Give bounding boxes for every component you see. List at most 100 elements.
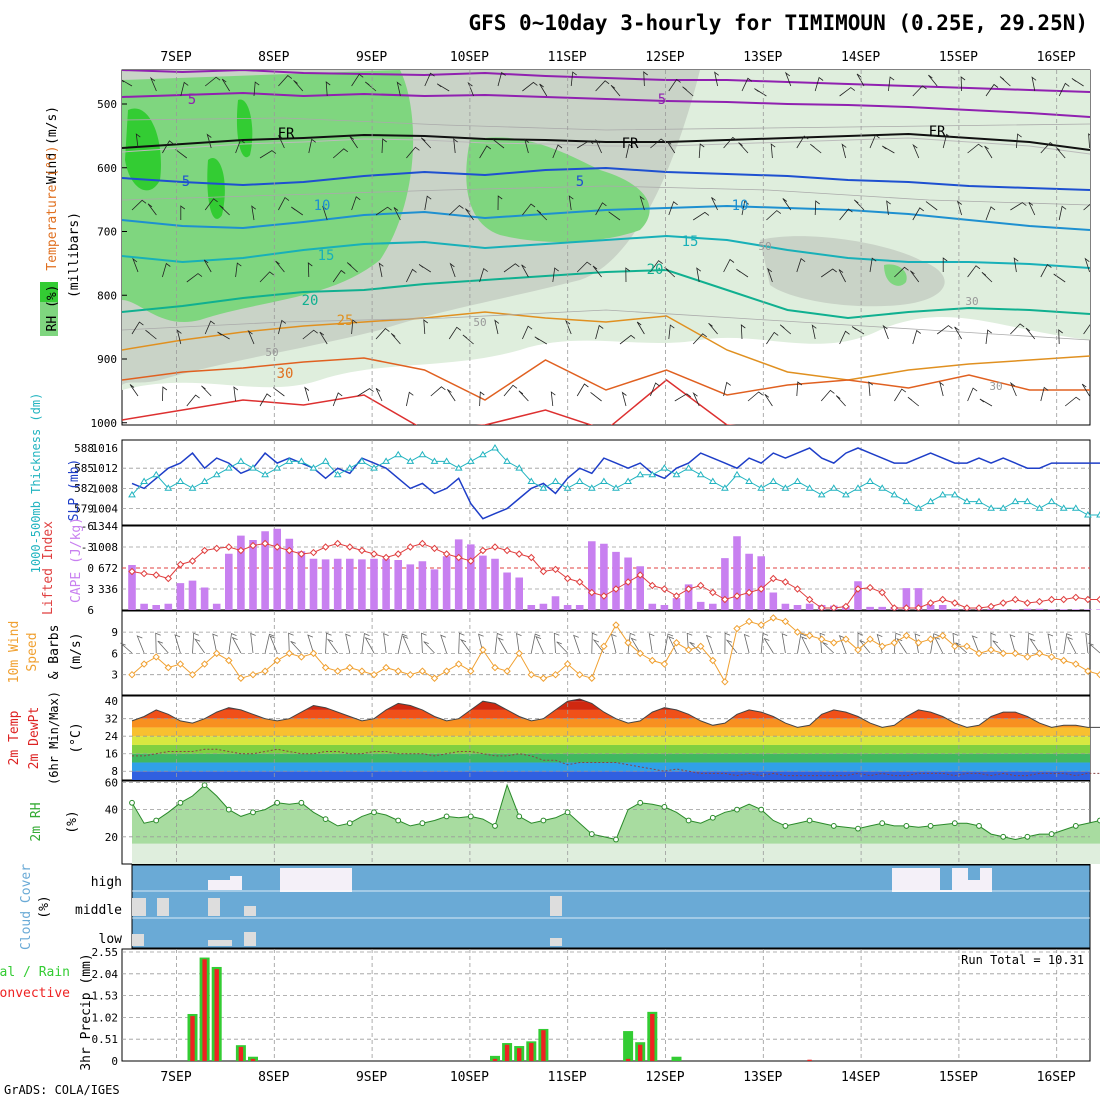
li-marker <box>660 585 669 593</box>
cape-bar <box>454 539 463 610</box>
li-marker <box>394 550 402 558</box>
wind-barb <box>175 149 188 159</box>
thickness-marker <box>672 470 681 478</box>
cape-bar <box>575 605 584 610</box>
wind-barb <box>999 76 1011 87</box>
wind-barb <box>784 71 792 87</box>
wind-barb <box>674 393 692 402</box>
wind10-marker <box>769 614 778 622</box>
li-marker <box>358 546 366 555</box>
wind10-barb <box>859 640 871 654</box>
wind-barb <box>423 319 429 335</box>
cape-bar <box>805 603 814 610</box>
cloud-block <box>230 876 242 890</box>
thickness-marker <box>394 450 403 458</box>
wind10-barb <box>530 633 541 654</box>
contour-label-5: 5 <box>182 174 190 190</box>
wind-barb <box>351 73 364 87</box>
wind10-barb <box>553 632 560 654</box>
wind10-barb <box>157 640 169 654</box>
wind-barb <box>375 387 383 402</box>
wind10-barb <box>955 642 968 654</box>
thickness-marker <box>842 490 850 498</box>
wind-barb <box>708 322 718 335</box>
wind10-barb <box>397 633 408 654</box>
wind-barb <box>782 198 792 211</box>
wind10-marker <box>200 660 209 668</box>
wind10-marker <box>575 670 584 679</box>
wind-barb <box>424 72 435 87</box>
cape-bar <box>1035 608 1044 610</box>
wind-barb <box>122 79 133 87</box>
wind10-marker <box>285 649 294 658</box>
wind-barb <box>741 77 753 92</box>
wind-barb <box>235 262 242 278</box>
wind10-marker <box>914 639 923 647</box>
thickness-marker <box>539 484 548 491</box>
wind-barb <box>145 329 157 340</box>
wind10-marker <box>225 656 233 665</box>
precip-axis-label: 3hr Precip (mm) <box>79 953 94 1070</box>
li-tick--3: -3 <box>81 541 94 554</box>
thickness-tick-579: 579 <box>74 502 94 515</box>
wind-barb <box>1010 202 1027 211</box>
wind-barb <box>796 381 803 397</box>
thickness-marker <box>418 450 427 458</box>
thickness-marker <box>515 464 524 471</box>
li-marker <box>1047 595 1056 604</box>
li-marker <box>454 553 463 562</box>
wind-barb <box>1083 324 1090 335</box>
contour-label-15: 50 <box>265 346 278 359</box>
li-marker <box>212 544 221 553</box>
wind10-marker <box>309 649 318 658</box>
wind-barb <box>650 382 660 397</box>
wind-barb <box>967 265 981 278</box>
li-marker <box>418 539 427 548</box>
wind10-barb <box>459 638 472 654</box>
wind-barb <box>814 76 824 92</box>
wind10-marker <box>696 642 705 651</box>
li-marker <box>128 567 136 576</box>
wind-barb <box>723 381 731 397</box>
wind-barb <box>682 86 694 97</box>
li-marker <box>285 546 294 555</box>
wind-barb <box>882 324 889 340</box>
wind-barb <box>1040 386 1049 402</box>
cloud-block <box>550 896 562 916</box>
cape-bar <box>176 583 185 610</box>
cape-bar <box>491 558 499 610</box>
li-marker <box>684 585 693 593</box>
li-marker <box>575 578 584 586</box>
bottom-date-8SEP: 8SEP <box>258 1070 289 1085</box>
cape-bar <box>684 584 693 610</box>
wind-barb <box>1040 142 1055 154</box>
wind-barb <box>839 330 850 345</box>
wind-barb <box>838 269 846 283</box>
wind10-marker <box>394 667 402 675</box>
wind-barb <box>939 381 945 397</box>
wind10-marker <box>781 617 790 626</box>
temp2m-unit: (°C) <box>69 722 84 753</box>
temp-band <box>132 771 1090 780</box>
wind-barb <box>521 264 529 278</box>
li-marker <box>588 588 596 597</box>
wind-barb <box>357 388 374 397</box>
wind10-marker <box>442 667 451 675</box>
cape-bar <box>297 551 306 610</box>
upper-side-labels: Wind (m/s) Temperature (°C) RH (%) (mill… <box>40 106 82 336</box>
wind-barb <box>1058 329 1063 345</box>
wind-barb <box>766 331 779 345</box>
wind10-marker <box>842 635 850 643</box>
thickness-marker <box>660 464 669 471</box>
wind10-marker <box>805 631 814 640</box>
thickness-marker <box>503 457 511 464</box>
li-marker <box>430 544 439 553</box>
thickness-marker <box>987 504 995 511</box>
wind10-barb <box>763 637 774 654</box>
wind-barb <box>942 133 951 149</box>
cape-bar <box>1096 609 1100 610</box>
wind10-marker <box>188 670 197 679</box>
wind10-marker <box>648 656 657 665</box>
rh2m-marker <box>153 817 160 824</box>
slp-tick-1016: 1016 <box>92 442 119 455</box>
